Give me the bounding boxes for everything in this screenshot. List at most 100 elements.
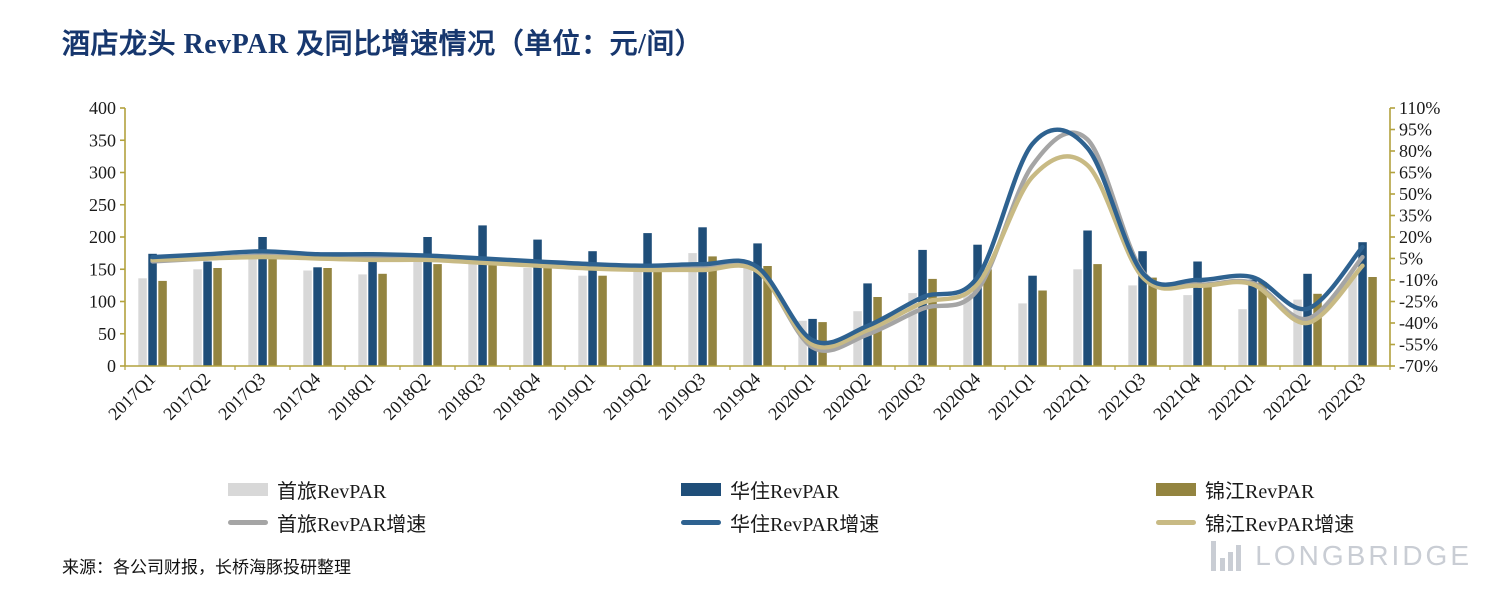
bar-首旅RevPAR xyxy=(908,293,917,366)
bar-华住RevPAR xyxy=(368,253,377,366)
bar-首旅RevPAR xyxy=(468,258,477,366)
bar-华住RevPAR xyxy=(973,244,982,366)
x-category-label: 2022Q1 xyxy=(1204,369,1259,424)
x-category-label: 2022Q2 xyxy=(1259,369,1314,424)
x-category-label: 2020Q1 xyxy=(764,369,819,424)
x-category-label: 2019Q1 xyxy=(544,369,599,424)
bar-锦江RevPAR xyxy=(378,273,387,366)
bar-首旅RevPAR xyxy=(1238,309,1247,366)
x-category-label: 2020Q2 xyxy=(819,369,874,424)
x-category-label: 2017Q3 xyxy=(214,369,269,424)
legend-label: 锦江RevPAR xyxy=(1205,480,1315,503)
bar-锦江RevPAR xyxy=(1368,277,1377,366)
legend-label: 首旅RevPAR xyxy=(277,480,387,503)
legend-item-huazhu-growth: 华住RevPAR增速 xyxy=(681,509,879,536)
bar-锦江RevPAR xyxy=(213,268,222,366)
bar-首旅RevPAR xyxy=(963,293,972,366)
legend-item-shoulv-growth: 首旅RevPAR增速 xyxy=(228,509,427,536)
x-category-label: 2021Q4 xyxy=(1149,369,1204,424)
bar-华住RevPAR xyxy=(1138,251,1147,366)
legend-label: 锦江RevPAR增速 xyxy=(1205,513,1355,536)
x-category-label: 2020Q3 xyxy=(874,369,929,424)
legend-item-shoulv-revpar: 首旅RevPAR xyxy=(228,476,426,503)
bar-首旅RevPAR xyxy=(413,260,422,366)
line-锦江RevPAR增速 xyxy=(150,154,1365,350)
legend-bar-swatch xyxy=(228,482,268,496)
bar-首旅RevPAR xyxy=(633,267,642,366)
right-tick-label: 80% xyxy=(1399,141,1432,161)
legend-column-jinjiang: 锦江RevPAR 锦江RevPAR增速 xyxy=(1156,476,1354,542)
longbridge-watermark: LONGBRIDGE xyxy=(1209,538,1472,574)
bar-锦江RevPAR xyxy=(763,266,772,366)
bar-锦江RevPAR xyxy=(1258,282,1267,366)
bar-首旅RevPAR xyxy=(523,268,532,366)
source-note: 来源：各公司财报，长桥海豚投研整理 xyxy=(62,558,351,577)
bar-锦江RevPAR xyxy=(433,264,442,366)
chart-legend: 首旅RevPAR 首旅RevPAR增速 华住RevPAR 华住RevPAR增速 … xyxy=(0,476,1500,546)
left-tick-label: 250 xyxy=(89,195,116,215)
x-category-label: 2018Q4 xyxy=(489,369,544,424)
right-tick-label: 65% xyxy=(1399,163,1432,183)
bar-锦江RevPAR xyxy=(543,266,552,366)
bar-锦江RevPAR xyxy=(1093,264,1102,366)
left-tick-label: 100 xyxy=(89,292,116,312)
bar-首旅RevPAR xyxy=(358,274,367,366)
bar-华住RevPAR xyxy=(1248,279,1257,366)
legend-item-jinjiang-growth: 锦江RevPAR增速 xyxy=(1156,509,1355,536)
right-tick-label: -55% xyxy=(1399,335,1438,355)
x-category-label: 2018Q1 xyxy=(324,369,379,424)
bar-锦江RevPAR xyxy=(323,268,332,366)
legend-column-shoulv: 首旅RevPAR 首旅RevPAR增速 xyxy=(228,476,426,542)
bar-首旅RevPAR xyxy=(743,267,752,366)
bar-首旅RevPAR xyxy=(248,255,257,366)
x-category-label: 2018Q3 xyxy=(434,369,489,424)
bar-锦江RevPAR xyxy=(1148,277,1157,366)
left-tick-label: 0 xyxy=(107,356,116,376)
x-category-label: 2019Q3 xyxy=(654,369,709,424)
bar-锦江RevPAR xyxy=(708,256,717,366)
bar-首旅RevPAR xyxy=(1073,269,1082,367)
left-tick-label: 400 xyxy=(89,98,116,118)
left-tick-label: 150 xyxy=(89,259,116,279)
bar-华住RevPAR xyxy=(753,243,762,366)
chart-area: 400 350 300 250 200 150 100 50 0 110% 95% 80% 65% 50%… xyxy=(20,96,1480,458)
legend-item-huazhu-revpar: 华住RevPAR xyxy=(681,476,879,503)
x-category-label: 2021Q3 xyxy=(1094,369,1149,424)
right-tick-label: 35% xyxy=(1399,206,1432,226)
bar-华住RevPAR xyxy=(148,253,157,366)
x-category-label: 2018Q2 xyxy=(379,369,434,424)
legend-item-jinjiang-revpar: 锦江RevPAR xyxy=(1156,476,1354,503)
right-tick-label: 50% xyxy=(1399,184,1432,204)
x-category-label: 2019Q2 xyxy=(599,369,654,424)
right-tick-label: -70% xyxy=(1399,356,1438,376)
bar-华住RevPAR xyxy=(423,237,432,366)
bar-首旅RevPAR xyxy=(798,320,807,366)
legend-bar-swatch xyxy=(681,482,721,496)
bar-锦江RevPAR xyxy=(983,269,992,367)
legend-label: 首旅RevPAR增速 xyxy=(277,513,427,536)
bar-首旅RevPAR xyxy=(1128,285,1137,366)
bar-首旅RevPAR xyxy=(138,278,147,366)
bar-锦江RevPAR xyxy=(928,278,937,366)
legend-label: 华住RevPAR xyxy=(730,480,840,503)
x-category-label: 2020Q4 xyxy=(929,369,984,424)
bar-华住RevPAR xyxy=(643,233,652,366)
bar-首旅RevPAR xyxy=(1293,299,1302,366)
x-category-label: 2017Q1 xyxy=(104,369,159,424)
bar-首旅RevPAR xyxy=(688,253,697,366)
bar-首旅RevPAR xyxy=(1183,295,1192,366)
left-tick-label: 300 xyxy=(89,163,116,183)
bar-华住RevPAR xyxy=(313,267,322,366)
bar-锦江RevPAR xyxy=(1038,290,1047,366)
x-category-label: 2017Q2 xyxy=(159,369,214,424)
right-tick-label: 110% xyxy=(1399,98,1440,118)
bar-华住RevPAR xyxy=(1083,230,1092,366)
bar-华住RevPAR xyxy=(698,227,707,366)
bar-首旅RevPAR xyxy=(1348,275,1357,366)
legend-line-swatch xyxy=(1156,519,1196,525)
x-category-label: 2019Q4 xyxy=(709,369,764,424)
x-category-label: 2022Q1 xyxy=(1039,369,1094,424)
left-tick-label: 50 xyxy=(98,324,116,344)
right-tick-label: -10% xyxy=(1399,270,1438,290)
bar-首旅RevPAR xyxy=(303,270,312,366)
